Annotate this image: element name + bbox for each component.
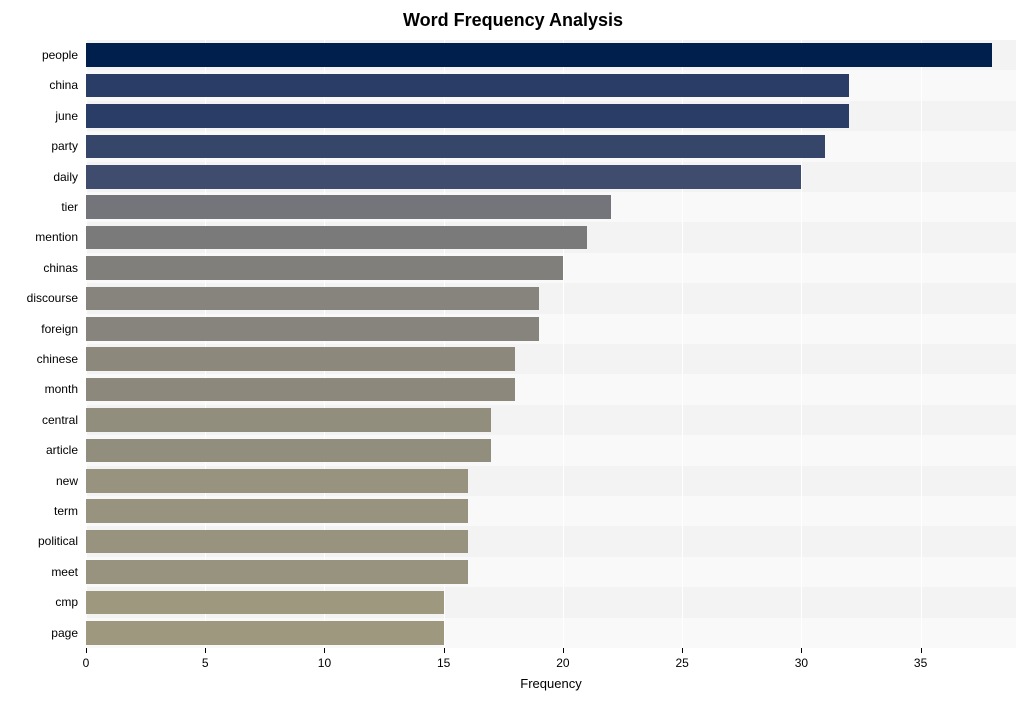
x-axis-label: Frequency: [86, 676, 1016, 691]
bar: [86, 104, 849, 128]
bar: [86, 135, 825, 159]
x-tick: [801, 648, 802, 653]
x-tick: [563, 648, 564, 653]
grid-line: [324, 40, 325, 648]
x-tick-label: 35: [914, 656, 927, 670]
chart-title: Word Frequency Analysis: [0, 10, 1026, 31]
x-tick: [444, 648, 445, 653]
bar: [86, 256, 563, 280]
x-tick: [682, 648, 683, 653]
y-tick-label: party: [0, 131, 86, 161]
y-tick-label: page: [0, 618, 86, 648]
bar: [86, 408, 491, 432]
grid-line: [205, 40, 206, 648]
bar: [86, 469, 468, 493]
y-tick-label: mention: [0, 222, 86, 252]
bar: [86, 226, 587, 250]
x-tick-label: 20: [556, 656, 569, 670]
bar: [86, 195, 611, 219]
grid-line: [444, 40, 445, 648]
y-tick-label: tier: [0, 192, 86, 222]
bar: [86, 591, 444, 615]
y-tick-label: june: [0, 101, 86, 131]
y-tick-label: meet: [0, 557, 86, 587]
bar: [86, 317, 539, 341]
y-tick-label: people: [0, 40, 86, 70]
x-tick-label: 10: [318, 656, 331, 670]
bar: [86, 530, 468, 554]
x-tick-label: 30: [795, 656, 808, 670]
grid-line: [86, 40, 87, 648]
x-tick-label: 15: [437, 656, 450, 670]
bar: [86, 74, 849, 98]
x-tick-label: 5: [202, 656, 209, 670]
grid-line: [801, 40, 802, 648]
y-tick-label: cmp: [0, 587, 86, 617]
y-tick-label: article: [0, 435, 86, 465]
y-tick-label: political: [0, 526, 86, 556]
bar: [86, 165, 801, 189]
x-tick-label: 25: [675, 656, 688, 670]
bar: [86, 43, 992, 67]
y-tick-label: discourse: [0, 283, 86, 313]
x-tick: [324, 648, 325, 653]
x-tick-label: 0: [83, 656, 90, 670]
word-frequency-chart: Word Frequency Analysis Frequency 0 5 10 15…: [0, 0, 1026, 701]
y-tick-label: chinese: [0, 344, 86, 374]
bar: [86, 499, 468, 523]
y-tick-label: chinas: [0, 253, 86, 283]
bar: [86, 378, 515, 402]
y-tick-label: month: [0, 374, 86, 404]
x-tick: [205, 648, 206, 653]
bar: [86, 439, 491, 463]
grid-line: [563, 40, 564, 648]
grid-line: [682, 40, 683, 648]
y-tick-label: central: [0, 405, 86, 435]
x-tick: [86, 648, 87, 653]
x-tick: [921, 648, 922, 653]
bar: [86, 347, 515, 371]
y-tick-label: china: [0, 70, 86, 100]
bar: [86, 621, 444, 645]
y-tick-label: term: [0, 496, 86, 526]
y-tick-label: daily: [0, 162, 86, 192]
bar: [86, 287, 539, 311]
bar: [86, 560, 468, 584]
grid-line: [921, 40, 922, 648]
y-tick-label: foreign: [0, 314, 86, 344]
y-tick-label: new: [0, 466, 86, 496]
plot-area: [86, 40, 1016, 648]
